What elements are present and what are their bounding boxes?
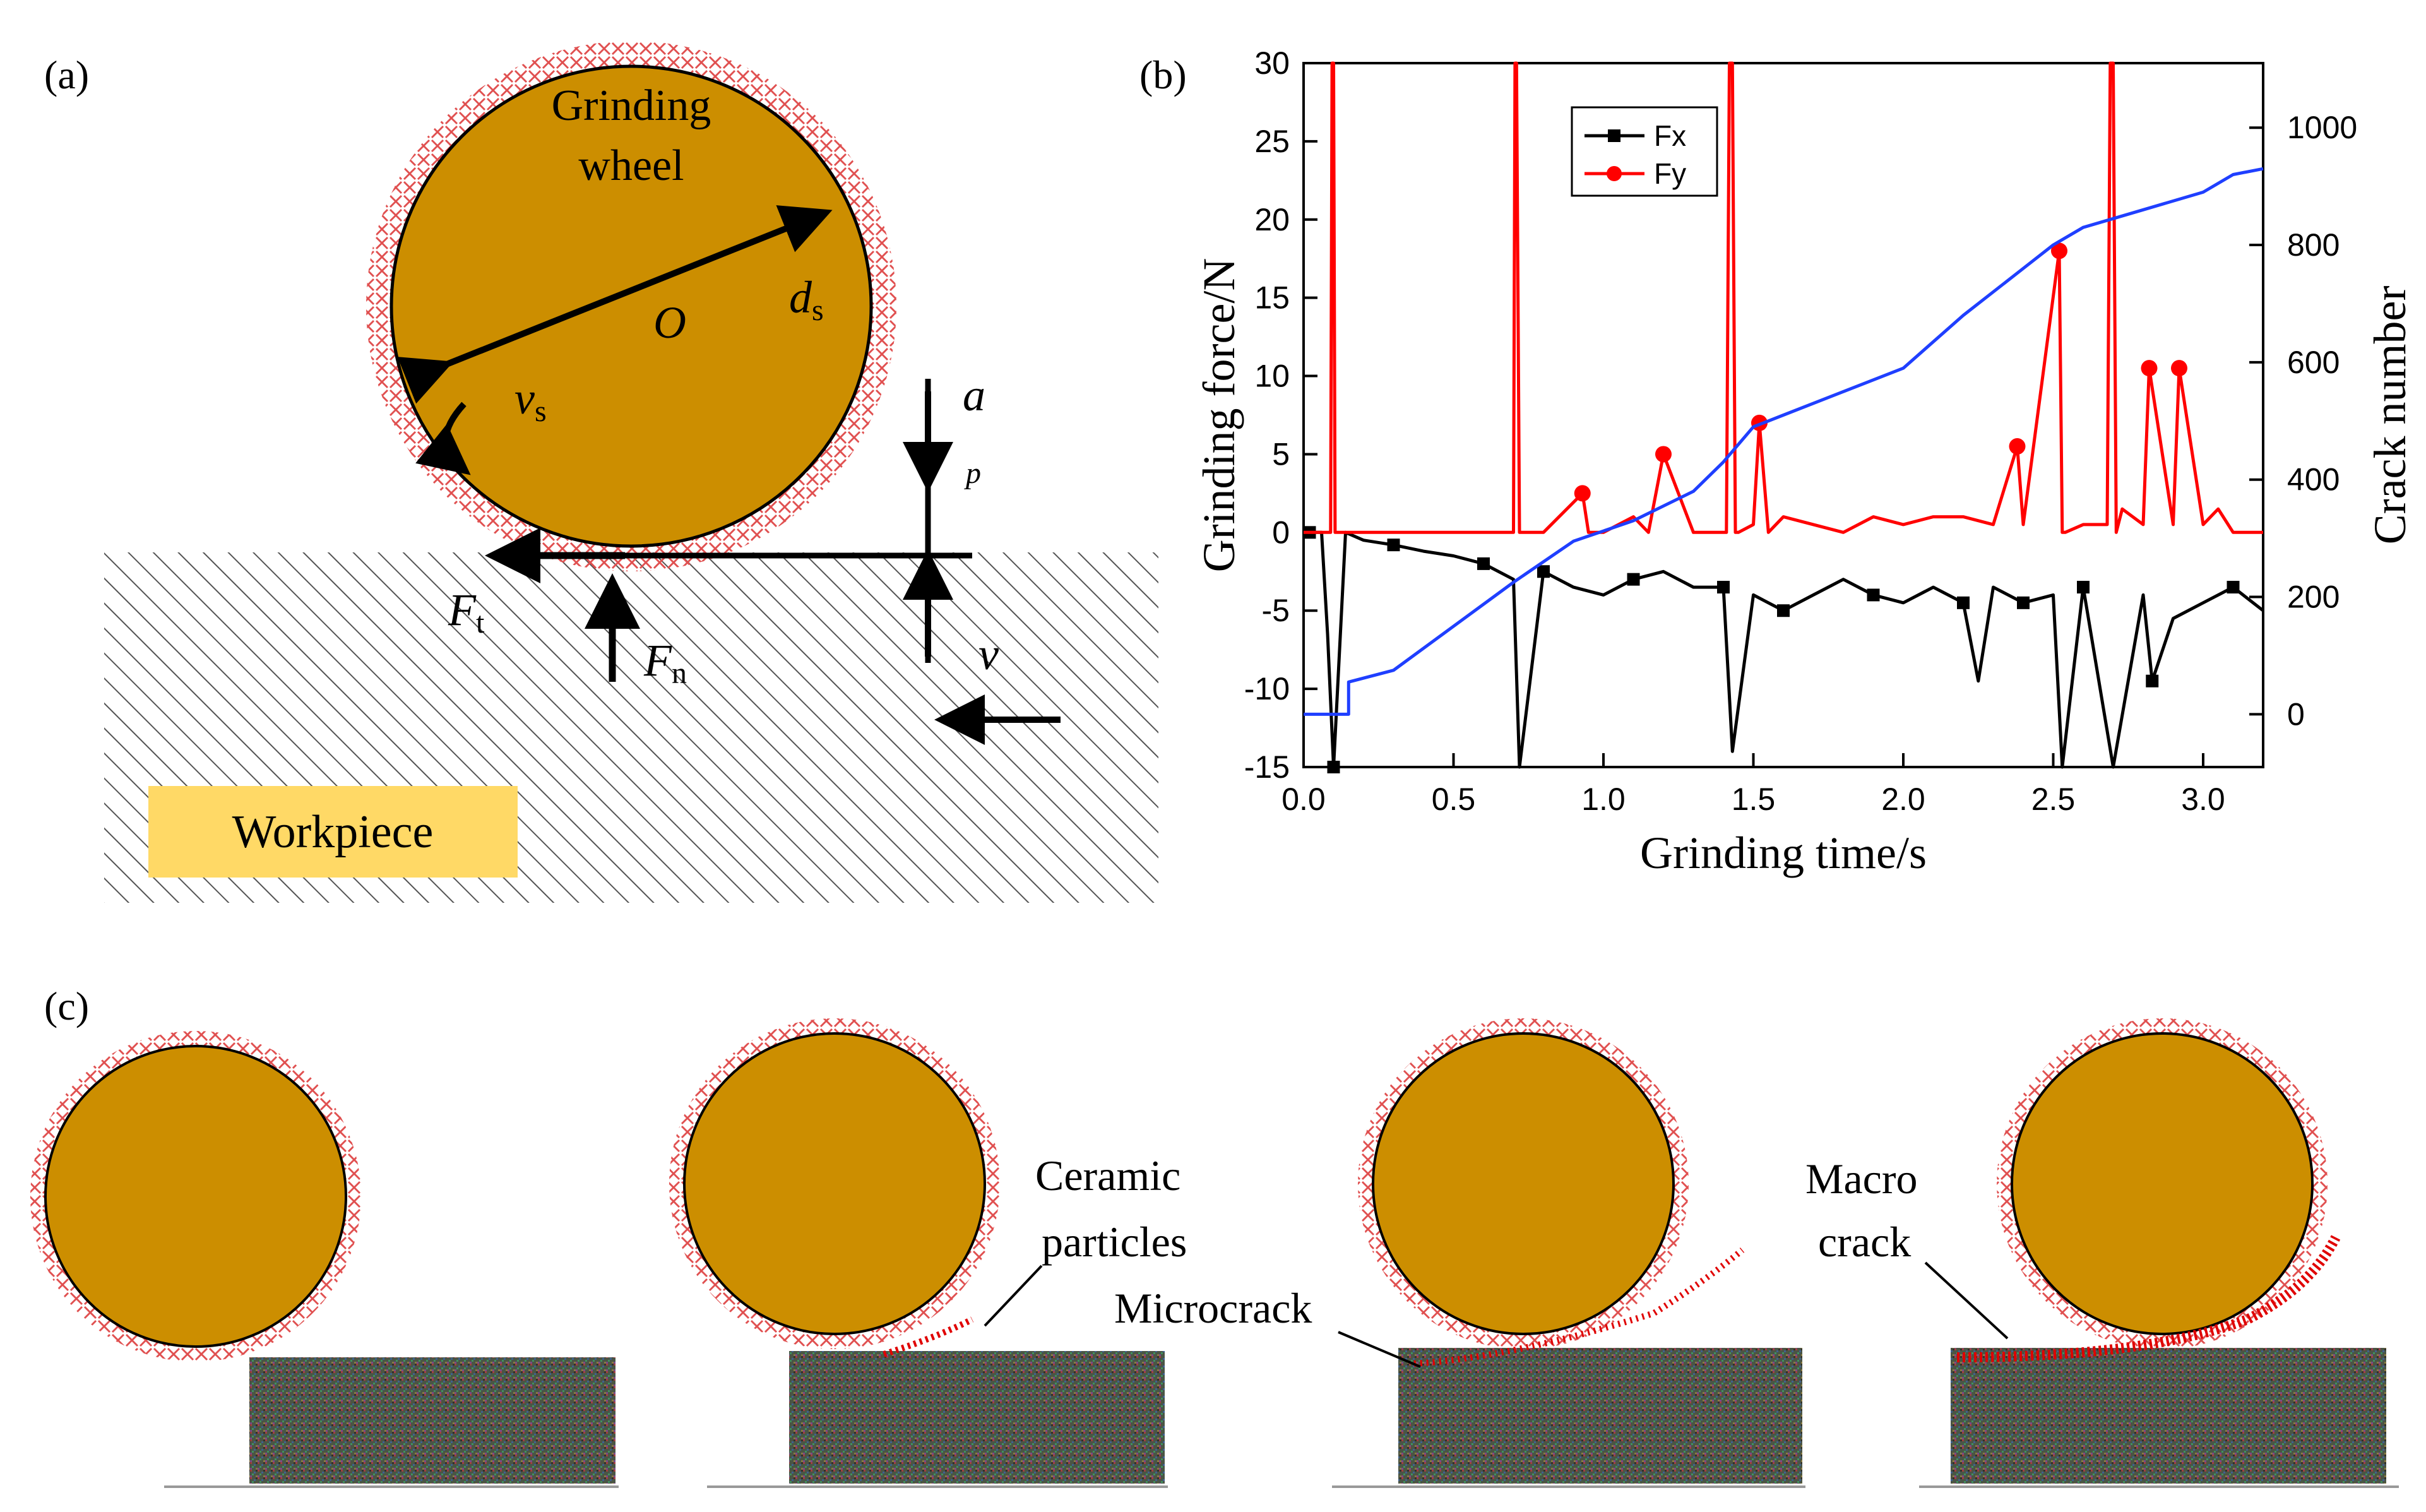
microcrack-label: Microcrack xyxy=(1114,1284,1312,1332)
fx-marker xyxy=(1387,539,1400,552)
fy-marker xyxy=(1655,446,1672,463)
panel-b-tag: (b) xyxy=(1139,52,1187,97)
fx-marker xyxy=(1327,761,1340,773)
diameter-arrow xyxy=(397,205,833,404)
series-line-fx xyxy=(1309,530,2264,769)
tangential-force-label: Ft xyxy=(448,585,485,640)
fx-marker xyxy=(1717,581,1730,594)
y-tick-label: 5 xyxy=(1272,436,1290,472)
series-line-crack-number xyxy=(1304,167,2264,716)
macro-label-line1: Macro xyxy=(1805,1155,1917,1203)
wheel-label-line2: wheel xyxy=(578,141,684,190)
macro-label-line2: crack xyxy=(1818,1218,1911,1266)
y-axis-title: Grinding force/N xyxy=(1194,258,1244,573)
fx-marker xyxy=(1957,596,1970,609)
fx-marker xyxy=(1537,565,1550,578)
depth-subscript: p xyxy=(964,456,981,490)
fx-marker xyxy=(1867,588,1880,602)
stage3-wheel xyxy=(1372,1032,1675,1335)
legend-box xyxy=(1571,106,1718,197)
panel-c-tag: (c) xyxy=(44,984,89,1028)
workpiece-label-box xyxy=(148,786,518,878)
y-tick-label: 0 xyxy=(1272,515,1290,550)
microcrack-pointer xyxy=(1338,1331,1421,1368)
x-tick-label: 1.5 xyxy=(1732,782,1776,817)
x-tick-label: 2.5 xyxy=(2031,782,2076,817)
y-tick-label: 15 xyxy=(1254,280,1290,316)
y2-axis-title: Crack number xyxy=(2365,286,2415,545)
fy-marker xyxy=(2171,360,2187,377)
fx-marker xyxy=(2017,596,2030,609)
stage4-macro-crack xyxy=(1956,1235,2341,1362)
y-tick-label: -15 xyxy=(1244,749,1290,785)
panel-a: (a) Workpiece Grinding wheel O ds vs Ft … xyxy=(44,41,1158,903)
fx-marker xyxy=(1477,557,1490,570)
panel-b: (b) 0.0 0.5 1.0 1.5 2.0 2.5 3.0 -15 -10 -5 0 5 10 15 2… xyxy=(1139,45,2415,878)
y2-tick-label: 0 xyxy=(2287,696,2305,732)
fy-marker xyxy=(2051,242,2067,259)
x-axis-title: Grinding time/s xyxy=(1640,828,1927,878)
wheel-speed-label: vs xyxy=(514,373,547,428)
fx-marker xyxy=(1777,604,1790,617)
y2-tick-label: 200 xyxy=(2287,580,2340,615)
stage1-workpiece xyxy=(249,1357,615,1484)
y-tick-label: 25 xyxy=(1254,124,1290,159)
y-tick-label: 30 xyxy=(1254,45,1290,81)
legend-marker-fx xyxy=(1608,129,1620,142)
x-tick-label: 1.0 xyxy=(1581,782,1626,817)
fx-marker xyxy=(2146,674,2159,688)
panel-a-tag: (a) xyxy=(44,52,89,97)
center-label: O xyxy=(653,297,686,348)
legend-label-fy: Fy xyxy=(1654,157,1686,190)
stage1-wheel xyxy=(44,1045,347,1348)
y2-tick-label: 1000 xyxy=(2287,110,2357,145)
normal-force-label: Fn xyxy=(643,635,687,690)
stage4-wheel xyxy=(2011,1032,2314,1335)
wheel-label-line1: Grinding xyxy=(552,81,711,130)
fx-marker xyxy=(2077,581,2090,594)
stage3-workpiece xyxy=(1398,1348,1802,1484)
panel-c: (c) Ceramic particles Microcrack Macro c… xyxy=(30,984,2399,1488)
x-tick-label: 0.5 xyxy=(1432,782,1476,817)
fx-marker xyxy=(1627,573,1640,586)
y-tick-label: -10 xyxy=(1244,671,1290,706)
workpiece-label: Workpiece xyxy=(232,806,434,858)
stage2-wheel xyxy=(683,1032,986,1335)
feed-label: v xyxy=(978,629,999,679)
x-tick-label: 2.0 xyxy=(1881,782,1925,817)
stage2-workpiece xyxy=(789,1351,1165,1484)
ceramic-pointer xyxy=(984,1265,1043,1327)
fx-marker xyxy=(2227,581,2240,594)
y-tick-label: -5 xyxy=(1262,593,1290,628)
legend-marker-fy xyxy=(1607,166,1622,181)
fy-marker xyxy=(2141,360,2158,377)
fy-marker xyxy=(2009,438,2026,455)
stage4-workpiece xyxy=(1951,1348,2386,1484)
fy-marker xyxy=(1574,485,1591,502)
plot-frame xyxy=(1302,62,2264,768)
y2-tick-label: 400 xyxy=(2287,462,2340,497)
ceramic-label-line1: Ceramic xyxy=(1035,1152,1180,1199)
y-tick-label: 20 xyxy=(1254,202,1290,237)
ceramic-label-line2: particles xyxy=(1042,1218,1187,1266)
diameter-label: ds xyxy=(789,272,824,327)
series-line-fy xyxy=(1304,61,2263,534)
depth-label: a xyxy=(963,370,985,420)
x-tick-label: 0.0 xyxy=(1281,782,1326,817)
macro-pointer xyxy=(1924,1261,2009,1340)
grinding-force-chart: 0.0 0.5 1.0 1.5 2.0 2.5 3.0 -15 -10 -5 0 5 10 15 20 25 3… xyxy=(1194,45,2415,878)
legend-label-fx: Fx xyxy=(1654,119,1686,152)
y2-tick-label: 800 xyxy=(2287,227,2340,263)
stage3-debris xyxy=(1413,1247,1745,1367)
y2-tick-label: 600 xyxy=(2287,345,2340,380)
rotation-arrow xyxy=(415,402,471,475)
x-tick-label: 3.0 xyxy=(2181,782,2225,817)
y-tick-label: 10 xyxy=(1254,359,1290,394)
